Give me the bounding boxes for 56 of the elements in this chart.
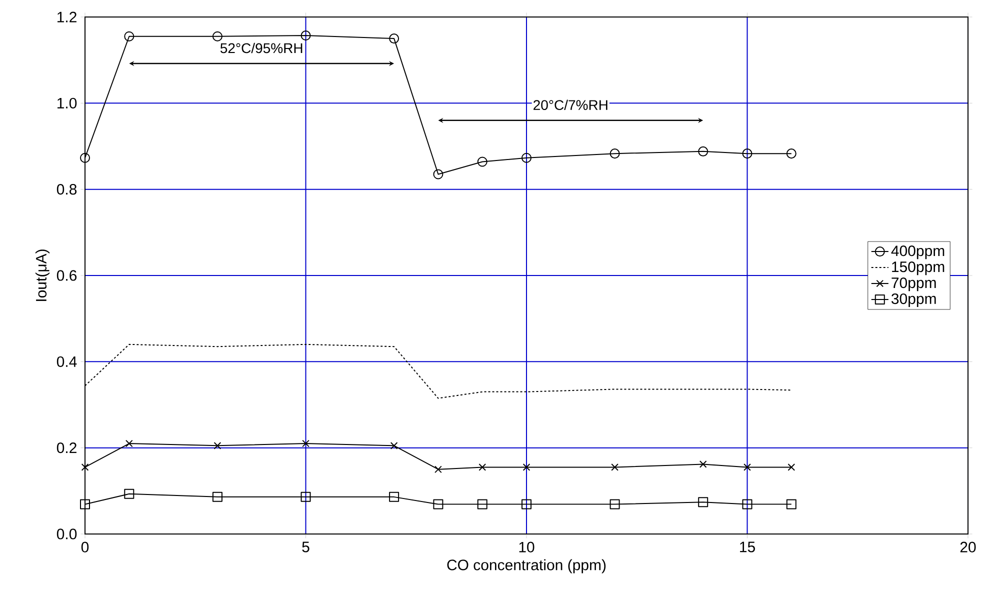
point: [433, 499, 444, 510]
point: [125, 440, 133, 448]
point: [786, 499, 796, 510]
point: [744, 464, 751, 471]
point: [698, 497, 708, 508]
x-tick-label: 5: [302, 542, 310, 552]
point: [788, 464, 796, 471]
y-axis-title: Iout(μA): [36, 250, 50, 301]
point: [699, 460, 707, 468]
point: [478, 464, 486, 471]
x-axis-title: CO concentration (ppm): [447, 559, 606, 574]
point: [214, 442, 222, 450]
legend-label: 400ppm: [891, 246, 944, 260]
legend-label: 30ppm: [891, 293, 936, 308]
point: [477, 499, 488, 510]
point: [742, 148, 752, 159]
point: [302, 440, 310, 448]
x-tick-label: 15: [740, 542, 755, 552]
x-tick-label: 10: [519, 542, 534, 552]
point: [300, 30, 311, 41]
legend-label: 70ppm: [892, 277, 936, 292]
point: [212, 492, 222, 502]
point: [522, 499, 532, 510]
annotation: 20°C/7%RH: [534, 100, 608, 110]
point: [212, 31, 222, 42]
point: [611, 464, 618, 471]
point: [81, 464, 89, 471]
y-tick-label: 1.0: [57, 98, 77, 108]
y-tick-label: 0.0: [56, 528, 77, 540]
point: [390, 442, 398, 450]
point: [124, 488, 134, 499]
legend-label: 150ppm: [892, 262, 944, 276]
y-tick-label: 0.2: [56, 442, 76, 454]
y-tick-label: 1.2: [57, 12, 76, 22]
point: [698, 146, 708, 156]
point: [610, 148, 620, 159]
y-tick-label: 0.8: [56, 184, 77, 195]
point: [610, 499, 620, 510]
point: [522, 152, 532, 163]
point: [80, 152, 90, 163]
point: [389, 492, 400, 502]
point: [300, 492, 311, 502]
x-tick-label: 20: [960, 542, 976, 552]
point: [434, 466, 442, 474]
annotation: 52°C/95%RH: [220, 42, 302, 54]
point: [124, 31, 134, 42]
point: [433, 169, 444, 180]
point: [786, 148, 796, 159]
y-tick-label: 0.6: [56, 270, 77, 281]
point: [477, 156, 488, 167]
point: [522, 464, 530, 471]
point: [742, 499, 752, 510]
y-tick-label: 0.4: [56, 356, 77, 367]
x-tick-label: 0: [81, 542, 89, 552]
point: [80, 499, 90, 510]
point: [389, 34, 400, 44]
